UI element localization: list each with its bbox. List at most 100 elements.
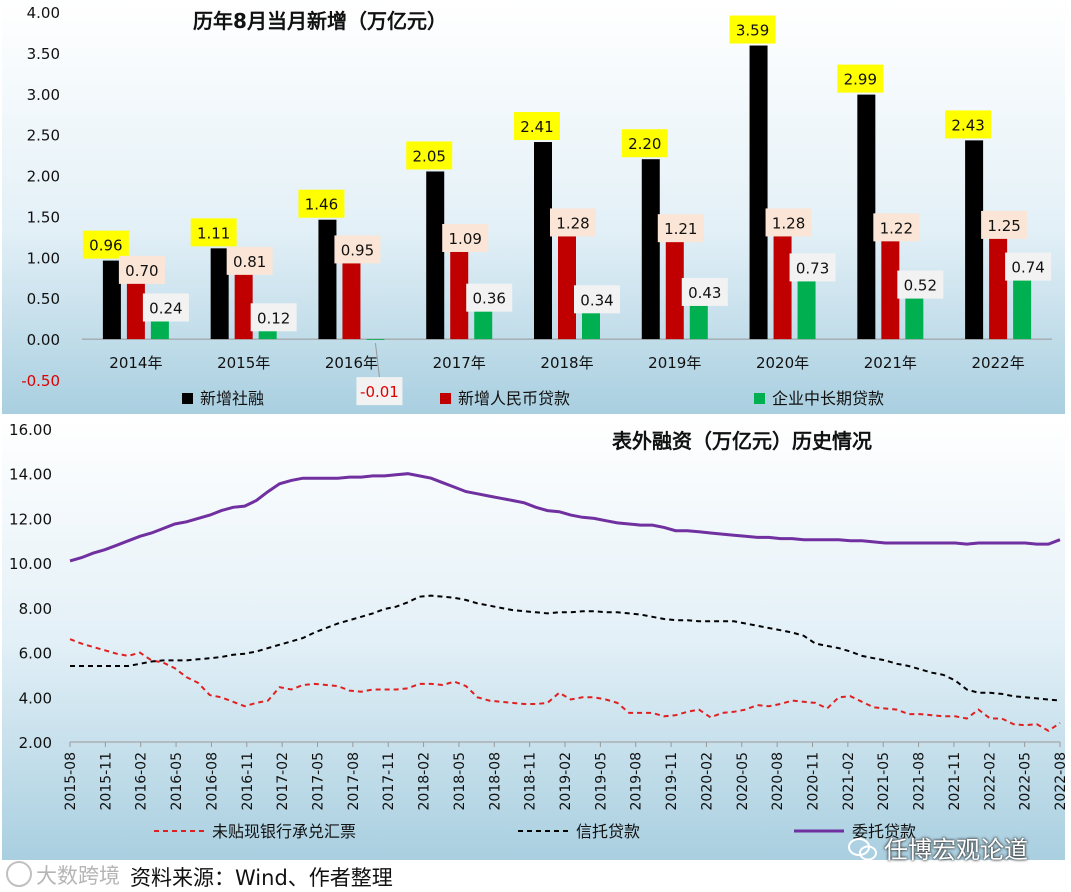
x-tick-label: 2015-08 bbox=[63, 752, 79, 811]
data-label-box bbox=[789, 253, 836, 282]
data-label-box bbox=[190, 218, 237, 247]
data-label: 2.41 bbox=[520, 118, 553, 136]
data-label-box bbox=[356, 377, 403, 406]
x-tick-label: 2016-11 bbox=[240, 752, 256, 811]
data-label: 0.81 bbox=[233, 253, 266, 271]
bar bbox=[534, 142, 552, 340]
y-tick-label: 0.00 bbox=[27, 331, 60, 349]
bar bbox=[234, 272, 253, 340]
watermark-right: 任博宏观论道 bbox=[848, 830, 1028, 865]
x-tick-label: 2022年 bbox=[972, 354, 1025, 372]
data-label-box bbox=[514, 112, 560, 141]
source-note: 资料来源：Wind、作者整理 bbox=[130, 866, 393, 890]
bar bbox=[366, 339, 385, 340]
y-tick-label: 3.50 bbox=[27, 45, 60, 63]
bar bbox=[210, 248, 229, 340]
data-label-box bbox=[873, 213, 920, 242]
x-tick-label: 2016-05 bbox=[169, 752, 185, 811]
data-label-box bbox=[82, 230, 129, 259]
data-label-box bbox=[729, 15, 776, 44]
legend-swatch bbox=[182, 393, 193, 404]
x-tick-label: 2021-08 bbox=[912, 752, 928, 811]
y-tick-label: 12.00 bbox=[9, 510, 52, 528]
data-label-box bbox=[837, 64, 884, 93]
x-tick-label: 2019-02 bbox=[558, 752, 574, 811]
x-tick-label: 2019-08 bbox=[629, 752, 645, 811]
bar bbox=[102, 260, 121, 340]
data-label-box bbox=[406, 141, 453, 170]
bar bbox=[641, 159, 660, 340]
x-tick-label: 2020-08 bbox=[770, 752, 786, 811]
data-label: 0.95 bbox=[341, 241, 374, 259]
x-tick-label: 2020-11 bbox=[806, 752, 822, 811]
x-tick-label: 2018年 bbox=[540, 354, 593, 372]
bar bbox=[258, 329, 277, 340]
y-tick-label: 2.00 bbox=[27, 168, 60, 186]
y-tick-label: 10.00 bbox=[9, 555, 52, 573]
data-label: 1.25 bbox=[987, 217, 1020, 235]
bar bbox=[773, 234, 792, 340]
x-tick-label: 2019-05 bbox=[593, 752, 609, 811]
data-label-box bbox=[681, 277, 728, 306]
data-label-box bbox=[442, 223, 489, 252]
data-label: 2.43 bbox=[951, 116, 984, 134]
data-label-box bbox=[765, 208, 812, 237]
y-tick-label: 0.50 bbox=[27, 290, 60, 308]
data-label: 3.59 bbox=[736, 22, 769, 40]
data-label: 0.43 bbox=[688, 284, 721, 302]
x-tick-label: 2018-08 bbox=[487, 752, 503, 811]
data-label: 1.11 bbox=[197, 224, 230, 242]
logo-icon bbox=[6, 861, 32, 887]
data-label: 2.05 bbox=[413, 147, 446, 165]
x-tick-label: 2017-02 bbox=[275, 752, 291, 811]
data-label-box bbox=[574, 285, 620, 314]
data-label-box bbox=[142, 293, 189, 322]
x-tick-label: 2019年 bbox=[648, 354, 701, 372]
x-tick-label: 2018-05 bbox=[452, 752, 468, 811]
data-label: 0.70 bbox=[125, 262, 158, 280]
data-label-box bbox=[334, 235, 381, 264]
data-label: 0.24 bbox=[149, 299, 182, 317]
x-tick-label: 2018-11 bbox=[523, 752, 539, 811]
y-tick-label: 3.00 bbox=[27, 86, 60, 104]
bar bbox=[426, 171, 445, 340]
bar bbox=[689, 303, 708, 340]
x-tick-label: 2021-11 bbox=[947, 752, 963, 811]
bar bbox=[582, 311, 600, 340]
data-label: 0.74 bbox=[1011, 259, 1044, 277]
data-label: 0.36 bbox=[473, 290, 506, 308]
data-label-box bbox=[466, 283, 513, 312]
bar bbox=[797, 279, 816, 340]
x-tick-label: 2014年 bbox=[109, 354, 162, 372]
y-tick-label: 14.00 bbox=[9, 466, 52, 484]
x-tick-label: 2016年 bbox=[325, 354, 378, 372]
data-label: 0.52 bbox=[904, 277, 937, 295]
chart-title: 历年8月当月新增（万亿元） bbox=[193, 9, 447, 33]
bar bbox=[965, 140, 984, 340]
x-tick-label: 2015-11 bbox=[98, 752, 114, 811]
data-label-box bbox=[945, 110, 992, 139]
bar bbox=[450, 249, 469, 340]
bar bbox=[857, 94, 876, 340]
legend-label: 信托贷款 bbox=[576, 822, 640, 841]
bar bbox=[342, 261, 361, 340]
chart-background bbox=[2, 2, 1065, 414]
legend-label: 未贴现银行承兑汇票 bbox=[212, 822, 356, 841]
y-tick-label: 4.00 bbox=[19, 689, 52, 707]
x-tick-label: 2015年 bbox=[217, 354, 270, 372]
x-tick-label: 2022-02 bbox=[982, 752, 998, 811]
bar bbox=[126, 281, 145, 340]
line-chart-svg: 表外融资（万亿元）历史情况 16.00 14.00 12.00 10.00 8.00 6.… bbox=[2, 418, 1065, 860]
data-label-box bbox=[981, 210, 1028, 239]
data-label-box bbox=[550, 208, 596, 237]
data-label-box bbox=[298, 189, 345, 218]
y-tick-label: 1.50 bbox=[27, 208, 60, 226]
data-label: 0.34 bbox=[580, 291, 613, 309]
legend-label: 新增人民币贷款 bbox=[458, 389, 570, 408]
legend-label: 委托贷款 bbox=[852, 822, 916, 841]
watermark-left: 大数跨境 bbox=[6, 860, 120, 890]
data-label: 1.21 bbox=[664, 220, 697, 238]
x-tick-label: 2016-02 bbox=[134, 752, 150, 811]
x-tick-label: 2021-02 bbox=[841, 752, 857, 811]
wechat-icon bbox=[848, 838, 877, 861]
